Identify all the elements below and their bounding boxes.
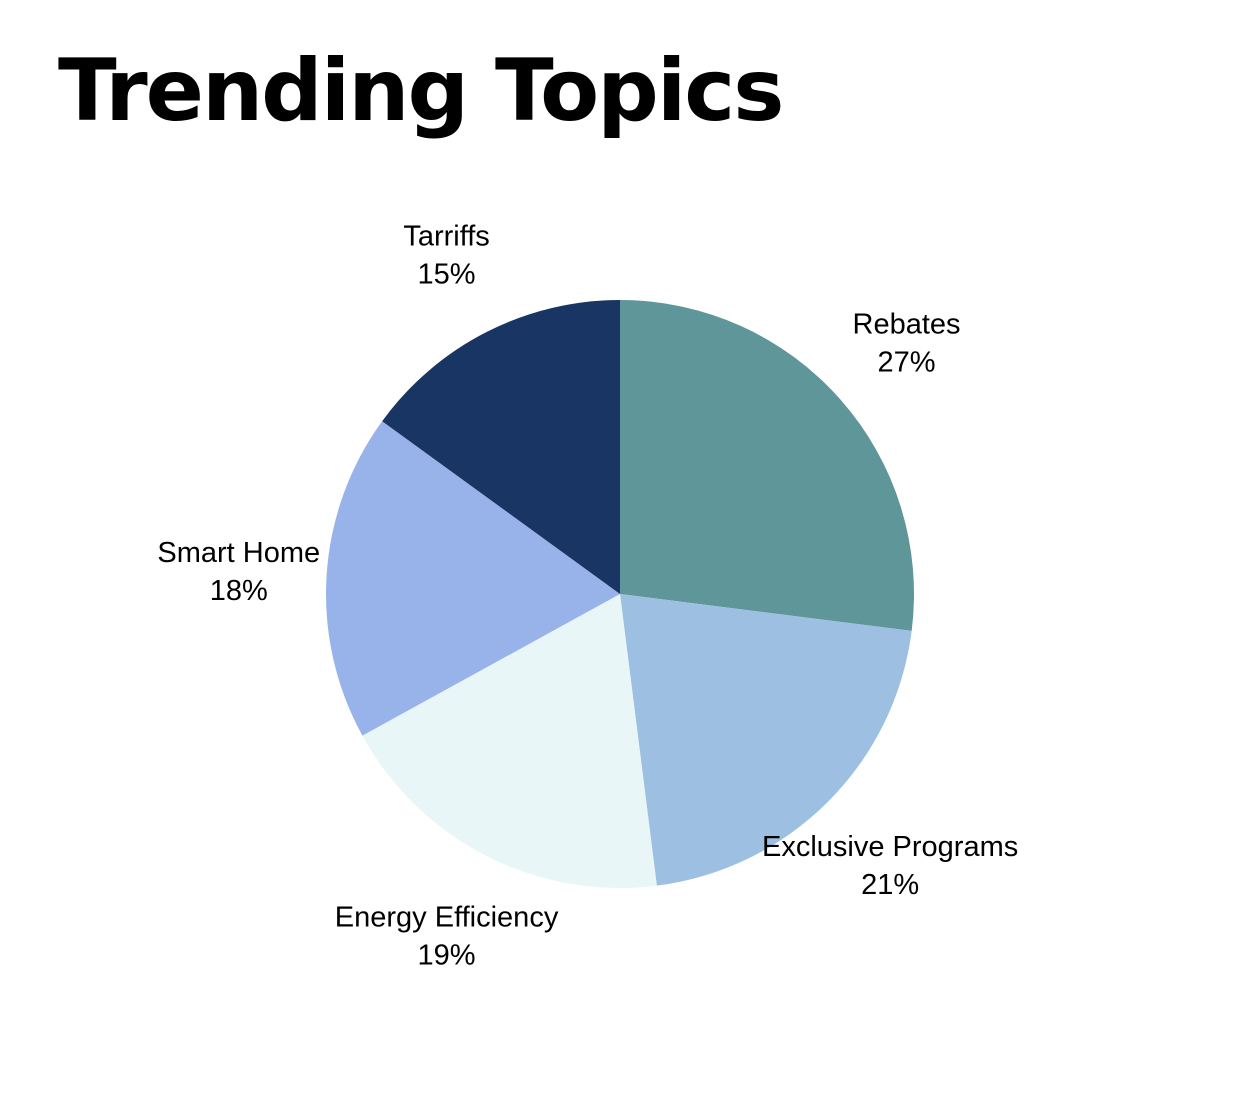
pie-slices: [326, 300, 914, 888]
pie-slice-tarriffs: [382, 300, 620, 594]
slice-label-percent: 18%: [210, 575, 268, 607]
slice-label-percent: 21%: [861, 869, 919, 901]
slice-label-name: Exclusive Programs: [762, 831, 1018, 863]
slice-label-percent: 27%: [878, 346, 936, 378]
pie-slice-rebates: [620, 300, 914, 631]
pie-slice-exclusive-programs: [620, 594, 912, 886]
slice-label-exclusive-programs: Exclusive Programs 21%: [762, 831, 1018, 901]
slice-label-smart-home: Smart Home 18%: [157, 537, 320, 607]
pie-labels: Rebates 27% Exclusive Programs 21% Energy Ef…: [157, 221, 1018, 972]
page-title: Trending Topics: [58, 41, 784, 141]
slice-label-rebates: Rebates 27%: [853, 308, 961, 378]
slice-label-name: Rebates: [853, 308, 961, 340]
slice-label-name: Smart Home: [157, 537, 320, 569]
slice-label-percent: 19%: [418, 939, 476, 971]
slice-label-percent: 15%: [418, 259, 476, 291]
slice-label-tarriffs: Tarriffs 15%: [403, 221, 489, 291]
pie-slice-smart-home: [326, 421, 620, 736]
slice-label-name: Energy Efficiency: [335, 901, 559, 933]
slice-label-energy-efficiency: Energy Efficiency 19%: [335, 901, 559, 971]
slice-label-name: Tarriffs: [403, 221, 489, 253]
pie-slice-energy-efficiency: [362, 594, 657, 888]
